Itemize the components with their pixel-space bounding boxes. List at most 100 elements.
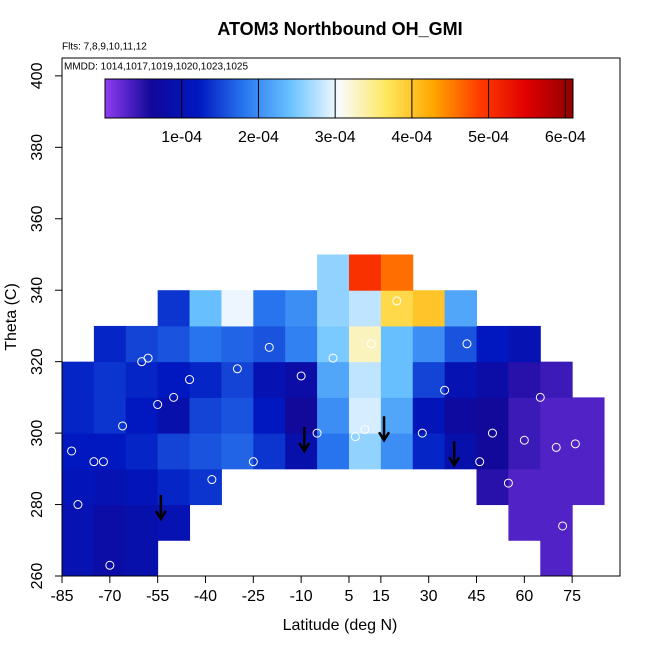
heat-cell bbox=[189, 397, 222, 434]
x-tick-label: 15 bbox=[372, 588, 390, 605]
heat-cell bbox=[380, 397, 414, 434]
observation-point bbox=[143, 353, 153, 363]
x-tick-label: -85 bbox=[50, 588, 73, 605]
arrow bbox=[448, 441, 461, 468]
heat-cell bbox=[93, 397, 127, 434]
y-tick-label: 300 bbox=[29, 420, 46, 447]
observation-point bbox=[264, 342, 274, 352]
colorbar-tick-label: 5e-04 bbox=[468, 129, 509, 146]
heat-cell bbox=[572, 433, 605, 470]
y-tick-label: 380 bbox=[29, 134, 46, 161]
observation-point bbox=[67, 446, 77, 456]
annotation: MMDD: 1014,1017,1019,1020,1023,1025 bbox=[64, 62, 248, 73]
heat-cell bbox=[508, 504, 541, 541]
observation-point bbox=[232, 364, 242, 374]
heat-cell bbox=[348, 325, 382, 363]
y-tick-label: 340 bbox=[29, 277, 46, 304]
heat-cell bbox=[412, 361, 446, 398]
observation-point bbox=[185, 375, 195, 385]
heat-cell bbox=[93, 433, 127, 470]
heat-cell bbox=[348, 433, 382, 470]
heat-cell bbox=[476, 361, 509, 398]
heat-cell bbox=[62, 433, 95, 470]
heat-cell bbox=[189, 290, 222, 327]
observation-point bbox=[207, 475, 217, 485]
heat-cell bbox=[93, 504, 127, 541]
heat-cell bbox=[348, 361, 382, 398]
heat-cell bbox=[508, 397, 541, 434]
heat-cell bbox=[62, 504, 95, 541]
heat-cell bbox=[380, 361, 414, 398]
observation-point bbox=[350, 432, 360, 442]
heat-cell bbox=[157, 433, 191, 470]
arrow bbox=[298, 426, 311, 454]
colorbar-tick-label: 3e-04 bbox=[315, 129, 356, 146]
heat-cell bbox=[508, 361, 541, 398]
heat-cell bbox=[189, 361, 222, 398]
heat-cell bbox=[540, 540, 573, 577]
heat-cell bbox=[348, 290, 382, 327]
observation-point bbox=[475, 457, 485, 467]
observation-point bbox=[248, 457, 258, 467]
heat-cell bbox=[93, 325, 127, 363]
heat-cell bbox=[508, 468, 541, 506]
observation-point bbox=[551, 442, 561, 452]
observation-point bbox=[487, 428, 497, 438]
heat-cell bbox=[285, 290, 318, 327]
heat-cell bbox=[189, 325, 222, 363]
colorbar-tick-label: 6e-04 bbox=[545, 129, 586, 146]
heat-cell bbox=[157, 361, 191, 398]
heat-cell bbox=[62, 540, 95, 577]
heat-cell bbox=[125, 325, 159, 363]
observation-point bbox=[105, 560, 115, 570]
heatmap bbox=[62, 254, 605, 577]
x-tick-label: -55 bbox=[146, 588, 169, 605]
heat-cell bbox=[412, 290, 446, 327]
observation-point bbox=[570, 439, 580, 449]
heat-cell bbox=[412, 325, 446, 363]
observation-point bbox=[440, 385, 450, 395]
heat-cell bbox=[253, 361, 286, 398]
heat-cell bbox=[62, 397, 95, 434]
plot-frame bbox=[61, 57, 621, 577]
x-tick-label: 45 bbox=[468, 588, 486, 605]
observation-point bbox=[519, 435, 529, 445]
heat-cell bbox=[221, 397, 254, 434]
heat-cell bbox=[540, 397, 573, 434]
y-tick-label: 360 bbox=[29, 205, 46, 232]
heat-cell bbox=[62, 468, 95, 506]
observation-point bbox=[366, 339, 376, 349]
heat-cell bbox=[476, 397, 509, 434]
observation-point bbox=[558, 521, 568, 531]
observation-point bbox=[462, 339, 472, 349]
x-tick-label: -40 bbox=[194, 588, 217, 605]
heat-cell bbox=[317, 254, 350, 291]
heat-cell bbox=[412, 433, 446, 470]
heat-cell bbox=[412, 397, 446, 434]
heat-cell bbox=[93, 468, 127, 506]
heat-cell bbox=[476, 325, 509, 363]
heat-cell bbox=[285, 397, 318, 434]
heat-cell bbox=[285, 433, 318, 470]
heat-cell bbox=[189, 433, 222, 470]
heat-cell bbox=[572, 468, 605, 506]
observation-point bbox=[360, 425, 370, 435]
y-axis-label: Theta (C) bbox=[3, 283, 20, 351]
observation-point bbox=[503, 478, 513, 488]
heat-cell bbox=[380, 254, 414, 291]
arrow bbox=[154, 494, 167, 522]
heat-cell bbox=[125, 361, 159, 398]
y-tick-label: 320 bbox=[29, 348, 46, 375]
colorbar bbox=[104, 78, 574, 119]
heat-cell bbox=[253, 397, 286, 434]
observation-point bbox=[392, 296, 402, 306]
observation-point bbox=[417, 428, 427, 438]
observation-point bbox=[73, 500, 83, 510]
heat-cell bbox=[317, 325, 350, 363]
heat-cell bbox=[540, 504, 573, 541]
heat-cell bbox=[348, 397, 382, 434]
chart-title: ATOM3 Northbound OH_GMI bbox=[217, 19, 462, 39]
observation-point bbox=[296, 371, 306, 381]
heat-cell bbox=[62, 361, 95, 398]
heat-cell bbox=[253, 325, 286, 363]
